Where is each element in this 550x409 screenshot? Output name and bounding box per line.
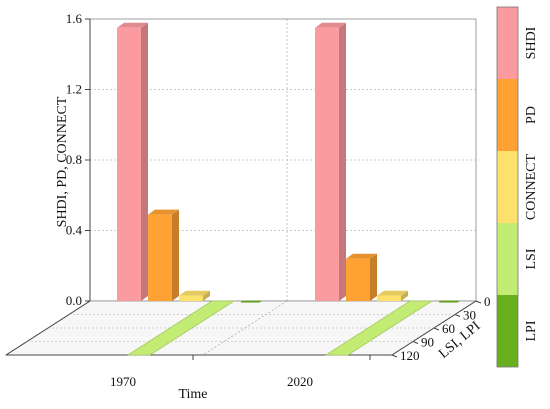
y-tick-label: 1.6 (66, 11, 83, 26)
depth-tick-mark (412, 341, 419, 344)
depth-tick-mark (433, 327, 440, 331)
depth-tick-label: 30 (463, 308, 476, 323)
x-axis-label: Time (178, 387, 207, 402)
legend-swatch-lpi (497, 295, 518, 367)
legend-label-lsi: LSI (524, 248, 539, 269)
legend-label-lpi: LPI (524, 320, 539, 341)
bar-lsi-1970 (127, 300, 235, 356)
depth-tick-mark (391, 354, 398, 358)
bar-side (172, 209, 179, 301)
x-tick-label: 2020 (287, 374, 313, 389)
bar-front (346, 258, 370, 301)
bar-side (141, 22, 148, 302)
bar-front (117, 27, 141, 301)
bar-lsi-2020 (325, 300, 433, 356)
legend-swatch-shdi (497, 7, 518, 79)
y-axis-label: SHDI, PD, CONNECT (55, 96, 70, 227)
bar-top (346, 253, 377, 259)
depth-tick-mark (475, 300, 482, 304)
bar-pd-2020 (346, 253, 377, 301)
bar-shdi-1970 (117, 22, 148, 302)
bar-connect-1970 (179, 290, 210, 301)
bar-top (117, 22, 148, 28)
y-tick-label: 1.2 (66, 82, 82, 97)
depth-tick-label: 120 (400, 348, 420, 363)
bar-lpi-2020 (438, 300, 460, 303)
bar-front (179, 295, 203, 301)
bar-shdi-2020 (315, 22, 346, 302)
depth-tick-label: 90 (421, 335, 434, 350)
legend-swatch-lsi (497, 223, 518, 295)
x-tick-label: 1970 (110, 374, 136, 389)
bars (117, 22, 460, 356)
legend-label-pd: PD (524, 106, 539, 124)
bar-top (148, 209, 179, 215)
bar-front (148, 214, 172, 301)
depth-tick-label: 60 (442, 321, 455, 336)
legend-swatch-pd (497, 79, 518, 151)
bar-side (203, 290, 210, 301)
bar-side (370, 253, 377, 301)
legend-label-connect: CONNECT (524, 154, 539, 221)
depth-tick-mark (454, 314, 461, 317)
bar-pd-1970 (148, 209, 179, 301)
bar-top (179, 290, 210, 296)
bar-front (377, 295, 401, 301)
y-tick-label: 0.0 (66, 293, 82, 308)
depth-tick-label: 0 (484, 294, 491, 309)
legend-label-shdi: SHDI (524, 26, 539, 59)
bar-side (401, 290, 408, 301)
bar-lpi-1970 (240, 300, 262, 303)
bar-side (339, 22, 346, 302)
bar-connect-2020 (377, 290, 408, 301)
bar-top (315, 22, 346, 28)
y-tick-label: 0.4 (66, 223, 83, 238)
legend-swatch-connect (497, 151, 518, 223)
y-tick-label: 0.8 (66, 152, 82, 167)
bar-front (315, 27, 339, 301)
legend: LPI LSI CONNECT PD SHDI (496, 6, 539, 368)
bar-top (377, 290, 408, 296)
legend-frame (496, 6, 519, 368)
